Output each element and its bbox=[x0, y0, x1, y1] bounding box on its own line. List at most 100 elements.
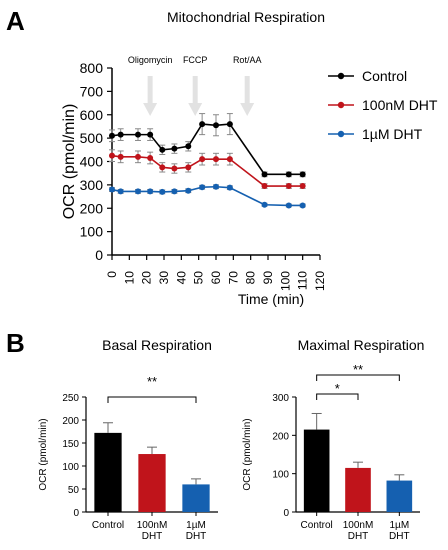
y-tick-label: 200 bbox=[62, 416, 79, 427]
series-1-m-dht bbox=[109, 183, 306, 209]
chart-title: Mitochondrial Respiration bbox=[167, 9, 325, 25]
injection-arrow-head bbox=[188, 103, 203, 116]
y-tick-label: 150 bbox=[62, 439, 79, 450]
x-tick-label: 60 bbox=[209, 271, 223, 285]
data-point bbox=[159, 146, 166, 153]
data-point bbox=[261, 183, 268, 190]
x-tick-label: 70 bbox=[226, 271, 240, 285]
data-point bbox=[299, 202, 306, 209]
y-tick-label: 100 bbox=[272, 470, 289, 481]
injection-label: Rot/AA bbox=[233, 55, 262, 65]
significance-bracket bbox=[107, 396, 197, 403]
x-tick-label: 30 bbox=[157, 271, 171, 285]
data-point bbox=[213, 183, 219, 190]
data-point bbox=[147, 188, 154, 195]
injection-arrow-head bbox=[240, 103, 255, 116]
chart-title: Basal Respiration bbox=[102, 337, 212, 353]
legend-marker bbox=[337, 72, 345, 80]
chart-title: Maximal Respiration bbox=[298, 337, 425, 353]
y-axis-label: OCR (pmol/min) bbox=[61, 104, 78, 220]
x-tick-label: Control bbox=[301, 520, 333, 531]
data-point bbox=[185, 143, 192, 150]
y-tick-label: 100 bbox=[62, 462, 79, 473]
y-tick-label: 600 bbox=[80, 107, 104, 123]
significance-label: ** bbox=[147, 374, 157, 389]
data-point bbox=[261, 201, 268, 208]
panel-label-b: B bbox=[6, 328, 25, 358]
y-tick-label: 0 bbox=[73, 508, 79, 519]
data-point bbox=[185, 187, 192, 194]
y-tick-label: 0 bbox=[283, 508, 289, 519]
y-tick-label: 0 bbox=[95, 247, 103, 263]
bar bbox=[303, 429, 330, 512]
data-point bbox=[135, 131, 141, 138]
bar-chart-maximal-respiration: Maximal Respiration 0 100 200 300 OCR (pmol/m… bbox=[242, 337, 424, 542]
data-point bbox=[285, 202, 292, 209]
x-tick-label: 100 bbox=[278, 271, 292, 291]
y-tick-label: 300 bbox=[80, 177, 104, 193]
data-point bbox=[109, 186, 115, 193]
y-tick-label: 200 bbox=[272, 431, 289, 442]
data-point bbox=[159, 188, 166, 195]
bar bbox=[345, 467, 371, 512]
data-point bbox=[117, 188, 124, 195]
data-point bbox=[285, 183, 292, 190]
data-point bbox=[299, 171, 306, 178]
injection-label: Oligomycin bbox=[128, 55, 173, 65]
y-tick-label: 100 bbox=[80, 224, 104, 240]
x-tick-label: 1µM DHT bbox=[389, 520, 410, 542]
legend: Control 100nM DHT 1µM DHT bbox=[328, 68, 438, 142]
bar-chart-basal-respiration: Basal Respiration 0 50 100 150 200 250 OCR (pmo… bbox=[38, 337, 218, 542]
data-point bbox=[171, 145, 178, 152]
data-point bbox=[147, 131, 154, 138]
y-tick-label: 800 bbox=[80, 60, 104, 76]
legend-marker bbox=[337, 101, 345, 109]
x-tick-label: 100nM DHT bbox=[137, 520, 168, 542]
significance-bracket bbox=[316, 393, 359, 400]
series-line bbox=[111, 123, 303, 176]
significance-bracket bbox=[316, 374, 400, 381]
significance-label: ** bbox=[353, 362, 363, 377]
series-line bbox=[111, 154, 303, 187]
x-tick-label: 10 bbox=[122, 271, 136, 285]
data-point bbox=[213, 122, 219, 129]
x-tick-label: 50 bbox=[192, 271, 206, 285]
data-point bbox=[226, 156, 233, 163]
legend-label: 100nM DHT bbox=[362, 97, 438, 113]
legend-marker bbox=[337, 130, 345, 138]
legend-label: Control bbox=[362, 68, 407, 84]
series-100nm-dht bbox=[109, 149, 306, 190]
y-tick-label: 700 bbox=[80, 83, 104, 99]
series-control bbox=[109, 113, 306, 178]
x-tick-label: 100nM DHT bbox=[343, 520, 374, 542]
y-tick-label: 300 bbox=[272, 393, 289, 404]
data-point bbox=[159, 164, 166, 171]
data-point bbox=[261, 171, 268, 178]
y-tick-label: 500 bbox=[80, 130, 104, 146]
data-point bbox=[147, 154, 154, 161]
injection-arrow-head bbox=[143, 103, 158, 116]
y-tick-label: 200 bbox=[80, 200, 104, 216]
bar bbox=[386, 480, 413, 512]
line-chart-mitochondrial-respiration: Mitochondrial Respiration010020030040050… bbox=[61, 9, 438, 307]
data-point bbox=[199, 156, 206, 163]
x-tick-label: 20 bbox=[140, 271, 154, 285]
data-point bbox=[199, 121, 206, 128]
data-point bbox=[109, 152, 115, 159]
significance-label: * bbox=[335, 381, 340, 396]
x-tick-label: Control bbox=[92, 520, 124, 531]
data-point bbox=[135, 188, 141, 195]
x-tick-label: 80 bbox=[244, 271, 258, 285]
data-point bbox=[199, 184, 206, 191]
injection-label: FCCP bbox=[183, 55, 208, 65]
x-tick-label: 1µM DHT bbox=[186, 520, 207, 542]
data-point bbox=[135, 153, 141, 160]
data-point bbox=[171, 165, 178, 172]
data-point bbox=[213, 156, 219, 163]
x-tick-label: 0 bbox=[105, 271, 119, 278]
x-tick-label: 90 bbox=[261, 271, 275, 285]
legend-label: 1µM DHT bbox=[362, 126, 423, 142]
panel-label-a: A bbox=[6, 6, 25, 36]
data-point bbox=[109, 132, 115, 139]
data-point bbox=[117, 153, 124, 160]
